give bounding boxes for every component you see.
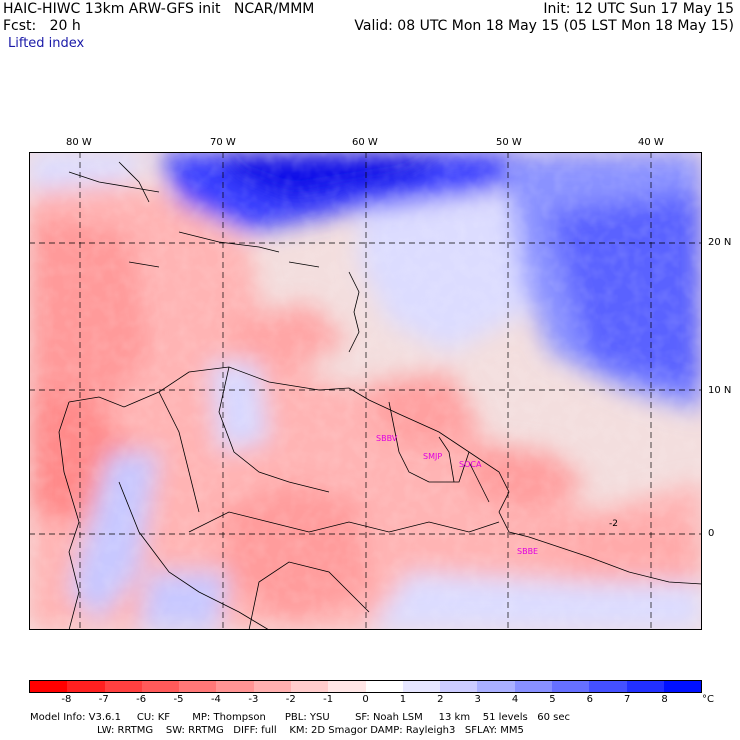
lat-lon-grid: [29, 152, 702, 630]
lon-label-70w: 70 W: [210, 137, 236, 148]
colorbar-swatch: [477, 681, 515, 692]
colorbar-swatch: [440, 681, 478, 692]
lat-label-20n: 20 N: [708, 237, 732, 248]
colorbar-tick-label: -6: [136, 694, 147, 705]
colorbar-tick-label: -5: [173, 694, 184, 705]
init-time: Init: 12 UTC Sun 17 May 15: [543, 1, 734, 17]
colorbar-tick-label: -8: [61, 694, 72, 705]
contour-label: -2: [609, 519, 618, 529]
colorbar-swatch: [253, 681, 291, 692]
colorbar-tick-label: -1: [323, 694, 334, 705]
lifted-index-map: SBBV SMJP SOCA SBBE -2: [29, 152, 702, 630]
model-info-line1: Model Info: V3.6.1 CU: KF MP: Thompson P…: [30, 712, 570, 723]
coastlines: [58, 161, 702, 630]
lat-label-10n: 10 N: [708, 385, 732, 396]
colorbar-tick-label: 2: [437, 694, 444, 705]
lon-label-80w: 80 W: [66, 137, 92, 148]
lon-label-60w: 60 W: [352, 137, 378, 148]
lat-label-0: 0: [708, 528, 715, 539]
colorbar-swatch: [104, 681, 142, 692]
lon-label-50w: 50 W: [496, 137, 522, 148]
model-title: HAIC-HIWC 13km ARW-GFS init NCAR/MMM: [3, 1, 315, 17]
colorbar-swatch: [216, 681, 254, 692]
colorbar-swatch: [589, 681, 627, 692]
colorbar-tick-label: 8: [661, 694, 668, 705]
colorbar-swatch: [67, 681, 105, 692]
colorbar-swatch: [290, 681, 329, 692]
station-smjp: SBBV: [376, 434, 398, 443]
colorbar-swatch: [328, 681, 366, 692]
station-sbbe: SBBE: [517, 547, 538, 556]
colorbar-swatch: [402, 681, 441, 692]
colorbar-swatch: [179, 681, 217, 692]
colorbar-tick-label: -4: [210, 694, 221, 705]
colorbar-tick-label: 4: [511, 694, 519, 705]
colorbar-unit: °C: [702, 694, 714, 705]
colorbar-swatch: [365, 681, 403, 692]
station-smjp-2: SMJP: [423, 452, 442, 461]
colorbar-tick-label: 7: [624, 694, 631, 705]
model-info-line2: LW: RRTMG SW: RRTMG DIFF: full KM: 2D Sm…: [97, 725, 524, 736]
colorbar-tick-label: 6: [586, 694, 594, 705]
colorbar-swatch: [663, 681, 702, 692]
colorbar-tick-label: -7: [98, 694, 109, 705]
colorbar-swatch: [514, 681, 552, 692]
field-name: Lifted index: [8, 36, 85, 51]
colorbar: [29, 680, 702, 693]
station-soca: SOCA: [459, 460, 482, 469]
colorbar-tick-label: -3: [248, 694, 259, 705]
colorbar-tick-label: 5: [549, 694, 556, 705]
colorbar-tick-label: -2: [285, 694, 296, 705]
valid-time: Valid: 08 UTC Mon 18 May 15 (05 LST Mon …: [354, 18, 734, 34]
colorbar-swatch: [551, 681, 590, 692]
colorbar-tick-label: 0: [362, 694, 369, 705]
colorbar-tick-label: 3: [474, 694, 481, 705]
forecast-hour: Fcst: 20 h: [3, 18, 81, 34]
lon-label-40w: 40 W: [638, 137, 664, 148]
colorbar-swatch: [626, 681, 664, 692]
colorbar-swatch: [141, 681, 180, 692]
colorbar-swatch: [30, 681, 68, 692]
colorbar-tick-label: 1: [399, 694, 407, 705]
